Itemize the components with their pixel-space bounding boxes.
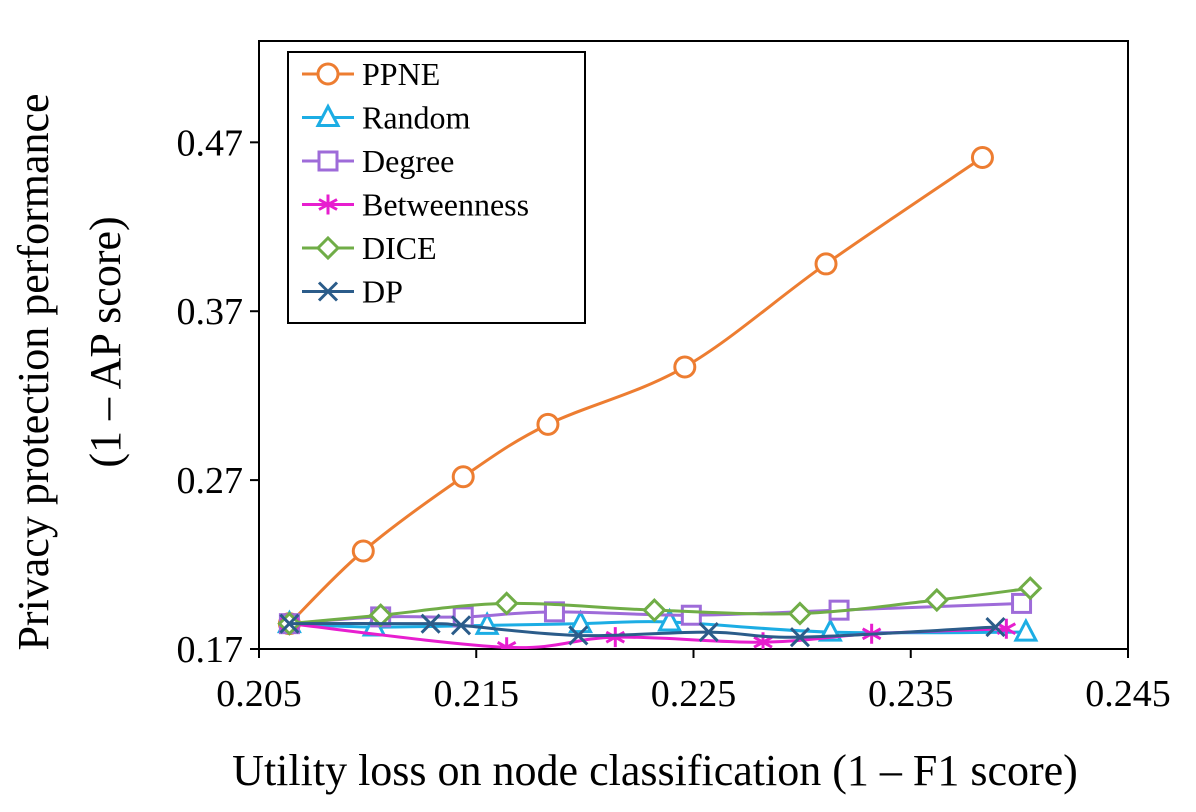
data-point-degree: [1011, 592, 1033, 614]
data-point-dice: [924, 587, 949, 613]
data-point-dp: [568, 625, 589, 646]
series-dp: [279, 613, 1006, 648]
data-point-dp: [789, 627, 811, 648]
data-point-dp: [279, 613, 300, 634]
legend-item-ppne: PPNE: [302, 56, 440, 92]
data-point-dp: [420, 613, 441, 634]
data-point-degree: [680, 604, 702, 626]
legend-marker-degree: [317, 150, 339, 172]
legend-label-dice: DICE: [362, 230, 437, 266]
data-point-dice: [368, 603, 393, 628]
legend: [287, 51, 586, 324]
data-point-betweenness: [496, 637, 517, 649]
legend-item-dice: DICE: [302, 230, 437, 266]
y-tick-label: 0.47: [177, 122, 244, 164]
data-point-dp: [985, 616, 1006, 638]
legend-label-degree: Degree: [362, 143, 454, 179]
legend-item-dp: DP: [302, 274, 403, 310]
data-point-dice: [787, 601, 813, 626]
legend-marker-dice: [315, 235, 341, 261]
data-point-dice: [494, 591, 519, 616]
data-point-ppne: [673, 355, 697, 379]
data-point-ppne: [351, 539, 375, 563]
legend-marker-ppne: [316, 62, 340, 86]
data-point-ppne: [970, 146, 994, 170]
legend-label-betweenness: Betweenness: [362, 187, 529, 223]
data-point-dice: [1018, 576, 1043, 601]
data-point-dice: [642, 598, 667, 623]
data-point-dp: [698, 622, 719, 643]
legend-item-betweenness: Betweenness: [302, 187, 529, 223]
data-point-ppne: [451, 465, 475, 489]
legend-label-random: Random: [362, 100, 471, 136]
legend-label-dp: DP: [362, 274, 403, 310]
legend-marker-dp: [317, 281, 339, 302]
x-tick-label: 0.235: [868, 673, 954, 715]
legend-marker-random: [315, 103, 341, 127]
legend-marker-betweenness: [318, 194, 338, 215]
x-tick-label: 0.245: [1085, 673, 1171, 715]
data-point-dp: [450, 615, 472, 636]
x-tick-label: 0.215: [434, 673, 520, 715]
legend-item-random: Random: [302, 100, 471, 136]
y-tick-label: 0.17: [177, 629, 244, 671]
legend-label-ppne: PPNE: [362, 56, 440, 92]
legend-item-degree: Degree: [302, 143, 454, 179]
data-point-random: [657, 607, 683, 632]
data-point-ppne: [814, 252, 838, 276]
data-point-random: [1013, 617, 1039, 642]
x-tick-label: 0.205: [216, 673, 302, 715]
y-axis-title-line1: Privacy protection performance: [9, 93, 58, 650]
y-tick-label: 0.27: [177, 460, 244, 502]
x-tick-label: 0.225: [651, 673, 737, 715]
y-axis-title-line2: (1 – AP score): [81, 216, 130, 467]
data-point-ppne: [536, 412, 560, 436]
y-tick-label: 0.37: [177, 291, 244, 333]
x-axis-title: Utility loss on node classification (1 –…: [232, 746, 1078, 795]
data-point-degree: [543, 601, 565, 623]
